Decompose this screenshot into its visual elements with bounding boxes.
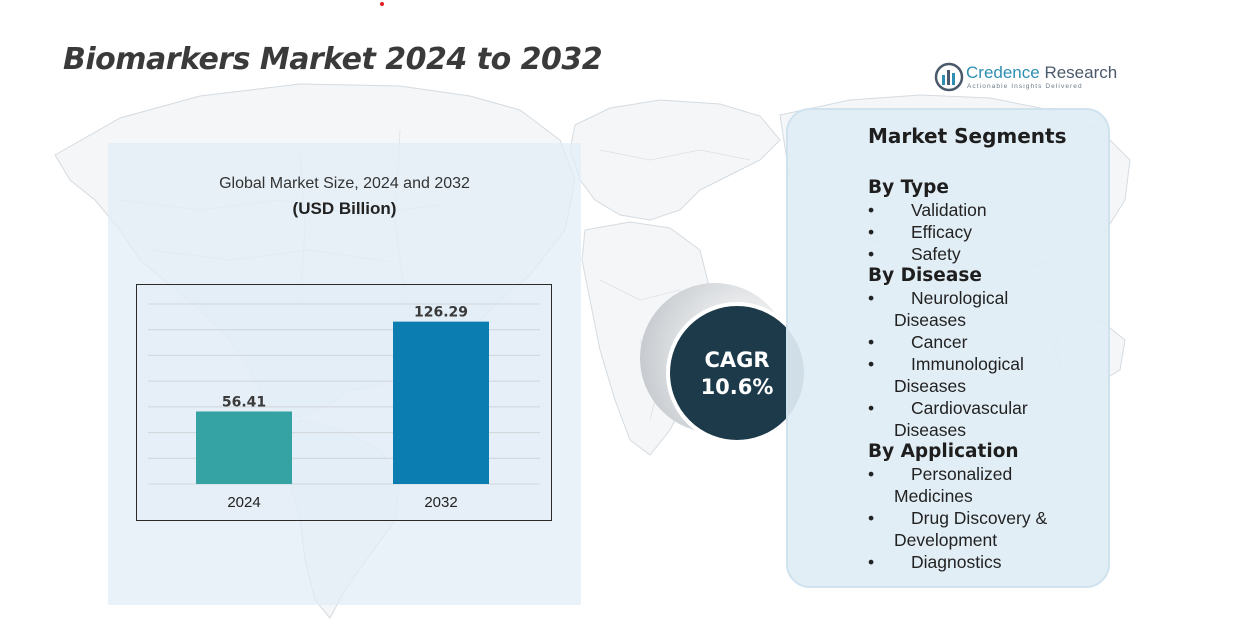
bullet-icon: • bbox=[868, 332, 875, 352]
bullet-icon: • bbox=[868, 552, 875, 572]
category-label-2032: 2032 bbox=[424, 494, 457, 511]
segment-item-text: Development bbox=[894, 530, 998, 550]
segments-title: Market Segments bbox=[868, 124, 1067, 148]
category-labels-group: 2024 2032 bbox=[227, 494, 457, 511]
bullet-icon: • bbox=[868, 398, 875, 418]
page-title: Biomarkers Market 2024 to 2032 bbox=[63, 42, 603, 77]
bar-2032 bbox=[393, 321, 489, 484]
logo-brand-secondary: Research bbox=[1044, 63, 1118, 82]
segment-item-text: Medicines bbox=[894, 486, 973, 506]
logo-wordmark: Credence Research bbox=[966, 63, 1117, 83]
logo-bars-icon bbox=[934, 62, 964, 92]
segment-item-text: Diseases bbox=[894, 310, 966, 330]
segment-item-text: Diseases bbox=[894, 420, 966, 440]
segment-item: • Efficacy bbox=[868, 221, 1098, 243]
data-label-2024: 56.41 bbox=[222, 394, 266, 410]
segment-item-text: Safety bbox=[911, 244, 961, 264]
segment-item: • Neurological Diseases bbox=[868, 287, 1098, 331]
market-segments-panel: Market Segments By Type • Validation • Effic… bbox=[786, 108, 1110, 588]
bars-group bbox=[196, 321, 489, 484]
segment-heading: By Application bbox=[868, 441, 1019, 462]
segment-item-text: Cancer bbox=[911, 332, 968, 352]
cagr-label: CAGR bbox=[704, 348, 770, 372]
segment-item-text: Neurological bbox=[911, 288, 1009, 308]
bar-chart: 56.41 126.29 2024 2032 bbox=[136, 284, 552, 521]
segment-item: • Diagnostics bbox=[868, 551, 1098, 573]
bar-2024 bbox=[196, 411, 292, 484]
category-label-2024: 2024 bbox=[227, 494, 260, 511]
segment-item: • Drug Discovery & Development bbox=[868, 507, 1098, 551]
segment-item: • Immunological Diseases bbox=[868, 353, 1098, 397]
cagr-value: 10.6% bbox=[700, 375, 774, 399]
segment-heading: By Type bbox=[868, 177, 949, 198]
segment-item: • Cancer bbox=[868, 331, 1098, 353]
bullet-icon: • bbox=[868, 244, 875, 264]
segment-item-text: Personalized bbox=[911, 464, 1013, 484]
segment-item-text: Cardiovascular bbox=[911, 398, 1028, 418]
segment-heading: By Disease bbox=[868, 265, 982, 286]
segment-item-text: Validation bbox=[911, 200, 987, 220]
bullet-icon: • bbox=[868, 508, 875, 528]
segment-item-text: Drug Discovery & bbox=[911, 508, 1048, 528]
bullet-icon: • bbox=[868, 222, 875, 242]
logo-brand-primary: Credence bbox=[966, 63, 1040, 82]
bullet-icon: • bbox=[868, 354, 875, 374]
chart-frame bbox=[136, 284, 552, 521]
segment-item: • Validation bbox=[868, 199, 1098, 221]
value-labels-group: 56.41 126.29 bbox=[222, 305, 468, 411]
segment-item: • Safety bbox=[868, 243, 1098, 265]
chart-unit-label: (USD Billion) bbox=[292, 199, 397, 218]
segment-item: • Cardiovascular Diseases bbox=[868, 397, 1098, 441]
segment-item-text: Efficacy bbox=[911, 222, 972, 242]
segment-item: • Personalized Medicines bbox=[868, 463, 1098, 507]
logo-tagline: Actionable Insights Delivered bbox=[967, 83, 1083, 90]
data-label-2032: 126.29 bbox=[414, 305, 468, 321]
segment-item-text: Diseases bbox=[894, 376, 966, 396]
segments-list: By Type • Validation • Efficacy • Safety By Dis… bbox=[868, 177, 1098, 573]
bullet-icon: • bbox=[868, 200, 875, 220]
chart-title: Global Market Size, 2024 and 2032 bbox=[219, 175, 470, 192]
credence-research-logo: Credence Research Actionable Insights De… bbox=[934, 62, 1124, 94]
bullet-icon: • bbox=[868, 464, 875, 484]
segment-item-text: Diagnostics bbox=[911, 552, 1002, 572]
red-dot-marker bbox=[380, 2, 384, 6]
segment-item-text: Immunological bbox=[911, 354, 1024, 374]
bullet-icon: • bbox=[868, 288, 875, 308]
